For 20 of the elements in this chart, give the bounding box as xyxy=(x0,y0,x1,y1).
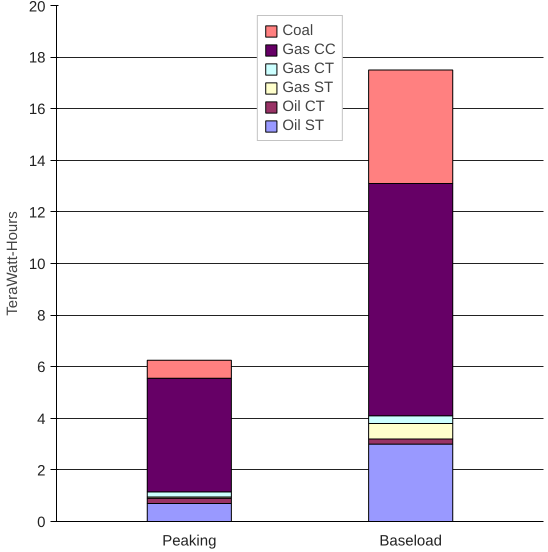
y-tick-label: 0 xyxy=(37,514,46,531)
legend-label: Oil CT xyxy=(282,98,325,115)
legend-label: Gas CC xyxy=(282,41,336,58)
legend-label: Gas CT xyxy=(282,60,334,77)
y-tick-label: 4 xyxy=(37,410,46,428)
y-tick-label: 2 xyxy=(37,462,46,480)
y-tick-label: 8 xyxy=(37,308,46,325)
legend-label: Oil ST xyxy=(282,117,324,134)
y-tick-label: 18 xyxy=(28,50,46,67)
y-tick-label: 10 xyxy=(28,256,46,273)
legend-label: Coal xyxy=(282,22,314,39)
y-tick-label: 14 xyxy=(28,152,46,170)
y-tick-label: 12 xyxy=(28,204,46,222)
y-tick-label: 16 xyxy=(28,101,46,118)
y-axis-title: TeraWatt-Hours xyxy=(4,211,21,316)
x-tick-label: Peaking xyxy=(162,532,216,550)
y-tick-label: 20 xyxy=(28,0,46,16)
y-tick-label: 6 xyxy=(37,359,46,376)
legend-label: Gas ST xyxy=(282,79,334,96)
x-tick-label: Baseload xyxy=(379,532,442,550)
